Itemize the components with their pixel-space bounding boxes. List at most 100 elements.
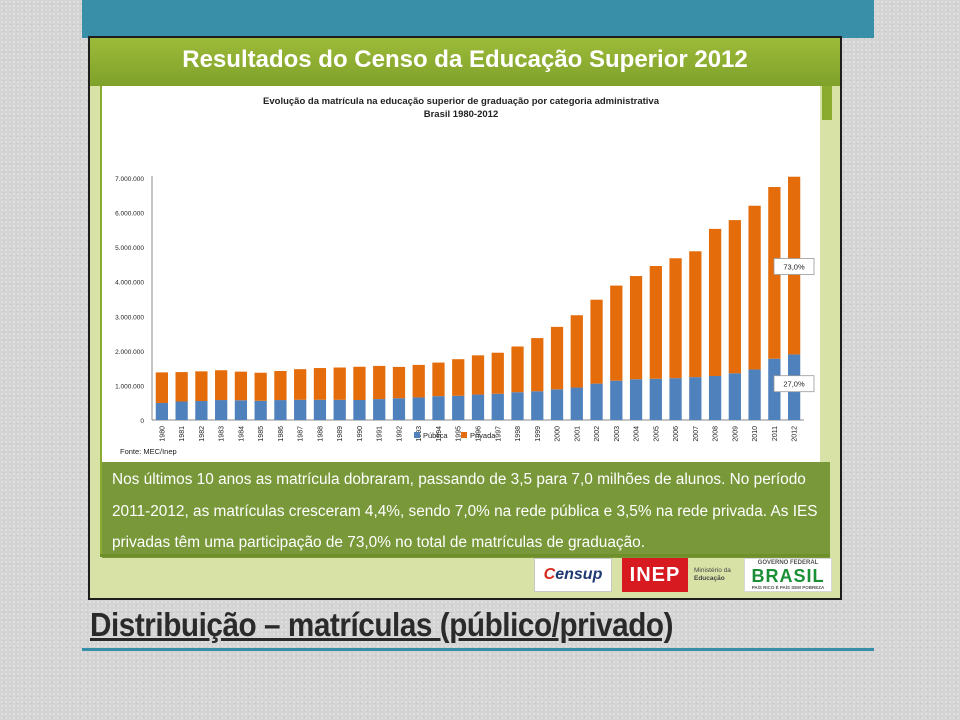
y-tick-label: 6.000.000 — [115, 211, 144, 218]
x-tick-label: 1981 — [179, 426, 186, 442]
bar-privada — [155, 372, 169, 403]
x-tick-label: 1997 — [495, 426, 502, 442]
bar-privada — [471, 355, 485, 395]
bar-privada — [274, 370, 287, 401]
x-tick-label: 1989 — [337, 426, 344, 442]
bar-publica — [452, 395, 465, 420]
governo-federal-text: GOVERNO FEDERAL — [757, 560, 819, 566]
plot-area: 0 1.000.000 2.000.000 3.000.000 4.000.000 5.0… — [115, 176, 815, 442]
x-tick-label: 1996 — [476, 426, 483, 442]
chart-source: Fonte: MEC/Inep — [120, 447, 177, 456]
bar-publica — [274, 400, 287, 420]
bar-privada — [195, 371, 208, 402]
bar-publica — [294, 399, 307, 420]
slide-header: Resultados do Censo da Educação Superior… — [90, 38, 840, 86]
bar-publica — [491, 393, 504, 420]
x-tick-label: 2010 — [752, 426, 759, 442]
bar-publica — [175, 401, 188, 420]
x-tick-label: 2007 — [693, 426, 700, 442]
bottom-accent-line — [82, 648, 874, 651]
bar-privada — [728, 220, 741, 374]
y-tick-label: 1.000.000 — [115, 383, 144, 390]
bottom-title: Distribuição – matrículas (público/priva… — [90, 606, 674, 643]
bar-publica — [649, 378, 662, 420]
bar-privada — [669, 258, 682, 379]
bar-publica — [590, 383, 603, 420]
bar-privada — [432, 362, 445, 397]
info-box: Nos últimos 10 anos as matrícula dobrara… — [102, 462, 830, 558]
bar-privada — [294, 369, 307, 400]
bar-privada — [412, 364, 425, 398]
bar-publica — [471, 394, 485, 420]
x-tick-label: 1999 — [535, 426, 542, 442]
bar-privada — [313, 368, 327, 400]
bar-privada — [590, 299, 603, 384]
bar-publica — [689, 377, 702, 420]
bar-publica — [392, 398, 406, 420]
bar-privada — [689, 251, 702, 378]
bar-publica — [748, 369, 761, 420]
x-tick-label: 2001 — [574, 426, 581, 442]
bar-publica — [215, 400, 228, 420]
bar-publica — [373, 399, 386, 420]
bar-publica — [511, 392, 524, 420]
x-tick-label: 2005 — [653, 426, 660, 442]
y-tick-label: 5.000.000 — [115, 245, 144, 252]
top-accent-band — [82, 0, 874, 38]
x-tick-label: 1988 — [317, 426, 324, 442]
bar-publica — [155, 402, 169, 420]
x-tick-label: 1983 — [219, 426, 226, 442]
bar-privada — [550, 326, 564, 390]
legend-swatch-privada — [461, 432, 467, 438]
inep-logo: INEP — [622, 558, 688, 592]
bar-privada — [511, 346, 524, 393]
x-tick-label: 1982 — [199, 426, 206, 442]
brasil-motto: PAÍS RICO É PAÍS SEM POBREZA — [751, 585, 825, 590]
x-tick-label: 1990 — [357, 426, 364, 442]
bar-publica — [669, 378, 682, 420]
annotation-privada: 73,0% — [783, 263, 805, 272]
bar-publica — [570, 387, 583, 420]
bar-privada — [748, 205, 761, 370]
bar-publica — [195, 401, 208, 420]
bar-publica — [629, 379, 643, 420]
x-tick-label: 1995 — [456, 426, 463, 442]
bar-privada — [570, 315, 583, 388]
slide-title: Resultados do Censo da Educação Superior… — [182, 46, 748, 73]
x-tick-label: 2008 — [713, 426, 720, 442]
slide-frame: Resultados do Censo da Educação Superior… — [88, 36, 842, 600]
y-tick-label: 4.000.000 — [115, 280, 144, 287]
chart-subtitle: Brasil 1980-2012 — [424, 109, 498, 120]
info-text: Nos últimos 10 anos as matrícula dobrara… — [112, 471, 818, 551]
bar-privada — [215, 370, 228, 401]
bar-privada — [373, 365, 386, 400]
bar-privada — [610, 285, 623, 381]
x-tick-label: 2004 — [634, 426, 641, 442]
mec-logo-line1: Ministério da — [694, 567, 731, 574]
bar-privada — [629, 276, 643, 380]
bar-privada — [234, 371, 248, 401]
bar-publica — [432, 396, 445, 420]
censup-logo-c: C — [543, 566, 556, 583]
mec-logo-line2: Educação — [694, 575, 725, 582]
bar-privada — [491, 352, 504, 394]
bar-publica — [353, 399, 366, 420]
y-tick-label: 2.000.000 — [115, 349, 144, 356]
bar-privada — [353, 366, 366, 400]
bar-publica — [412, 397, 425, 420]
bar-privada — [254, 372, 267, 401]
censup-logo-text: ensup — [555, 566, 603, 583]
x-tick-label: 1986 — [278, 426, 285, 442]
governo-federal-logo: GOVERNO FEDERAL BRASIL PAÍS RICO É PAÍS … — [744, 558, 832, 592]
x-tick-label: 2011 — [772, 426, 779, 441]
x-tick-label: 1991 — [377, 426, 384, 442]
bar-publica — [550, 389, 564, 420]
x-tick-label: 1987 — [298, 426, 305, 442]
bar-publica — [234, 400, 248, 420]
bar-publica — [333, 399, 346, 420]
x-tick-label: 2006 — [673, 426, 680, 442]
bar-privada — [452, 359, 465, 396]
chart-panel: Evolução da matrícula na educação superi… — [102, 86, 820, 462]
bar-publica — [254, 400, 267, 420]
bar-publica — [610, 380, 623, 420]
